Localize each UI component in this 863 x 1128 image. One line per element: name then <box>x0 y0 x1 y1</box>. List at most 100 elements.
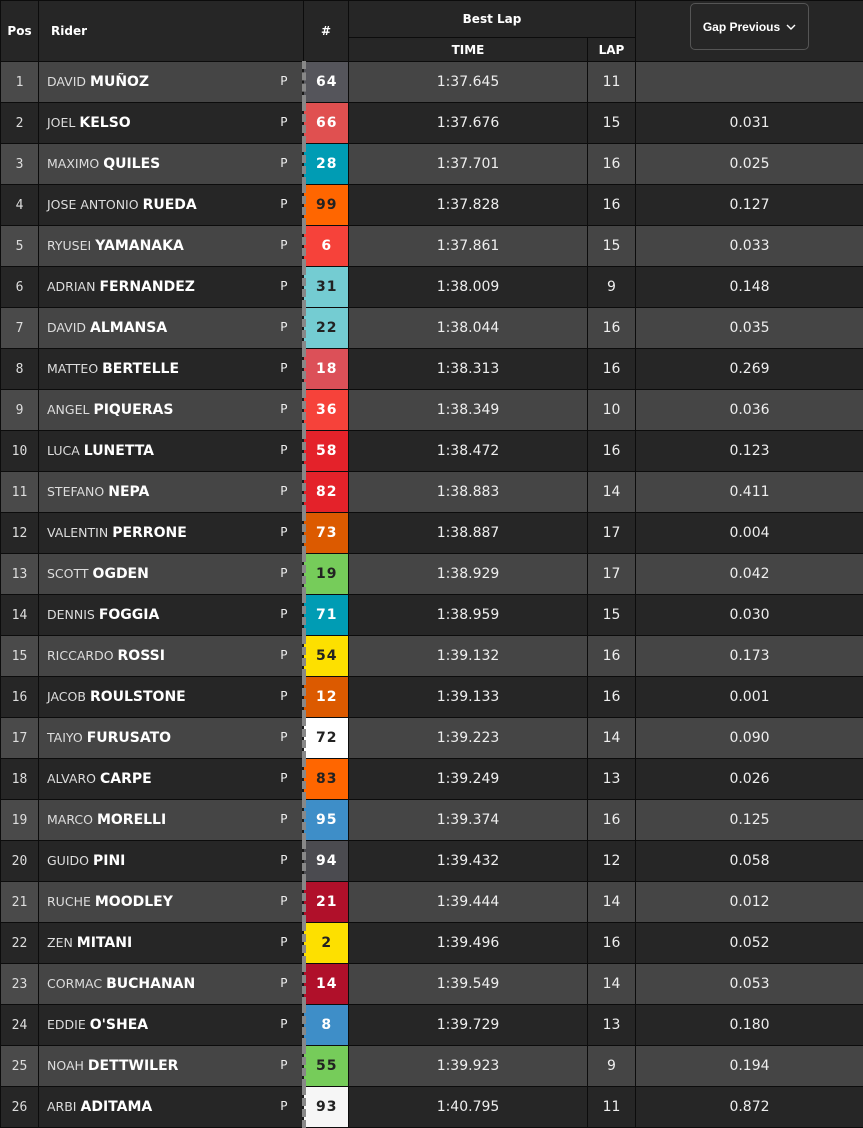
position: 13 <box>1 554 39 595</box>
rider-first-name: ARBI <box>47 1099 77 1114</box>
rider-number-badge: 73 <box>304 513 349 554</box>
gap-previous: 0.269 <box>636 349 863 390</box>
rider-first-name: JOSE ANTONIO <box>47 197 139 212</box>
rider-number-badge: 95 <box>304 800 349 841</box>
status-icon: P <box>280 771 287 785</box>
status-icon: P <box>280 894 287 908</box>
status-icon: P <box>280 238 287 252</box>
rider-number-badge: 12 <box>304 677 349 718</box>
rider-number-badge: 22 <box>304 308 349 349</box>
rider-first-name: ZEN <box>47 935 73 950</box>
rider-number-badge: 21 <box>304 882 349 923</box>
best-lap-number: 16 <box>588 431 636 472</box>
rider-last-name: PERRONE <box>112 525 187 541</box>
status-icon: P <box>280 525 287 539</box>
gap-previous: 0.001 <box>636 677 863 718</box>
status-icon: P <box>280 853 287 867</box>
position: 21 <box>1 882 39 923</box>
rider-last-name: MITANI <box>77 935 132 951</box>
status-icon: P <box>280 1017 287 1031</box>
rider-first-name: MAXIMO <box>47 156 99 171</box>
status-icon: P <box>280 74 287 88</box>
rider-last-name: PINI <box>93 853 125 869</box>
position: 14 <box>1 595 39 636</box>
rider-last-name: PIQUERAS <box>93 402 173 418</box>
best-lap-number: 15 <box>588 226 636 267</box>
header-rider: Rider <box>39 1 304 62</box>
status-icon: P <box>280 156 287 170</box>
rider-last-name: NEPA <box>108 484 149 500</box>
position: 25 <box>1 1046 39 1087</box>
status-icon: P <box>280 279 287 293</box>
gap-previous: 0.053 <box>636 964 863 1005</box>
rider-last-name: CARPE <box>100 771 152 787</box>
position: 26 <box>1 1087 39 1128</box>
gap-previous-dropdown[interactable]: Gap Previous <box>690 3 809 50</box>
status-icon: P <box>280 648 287 662</box>
rider-last-name: YAMANAKA <box>95 238 184 254</box>
position: 23 <box>1 964 39 1005</box>
best-lap-time: 1:38.887 <box>349 513 588 554</box>
rider-first-name: STEFANO <box>47 484 104 499</box>
rider-number-badge: 82 <box>304 472 349 513</box>
rider-last-name: OGDEN <box>93 566 149 582</box>
rider-last-name: BERTELLE <box>102 361 179 377</box>
rider-first-name: DENNIS <box>47 607 95 622</box>
gap-previous: 0.025 <box>636 144 863 185</box>
gap-previous <box>636 62 863 103</box>
header-time: TIME <box>349 38 588 62</box>
